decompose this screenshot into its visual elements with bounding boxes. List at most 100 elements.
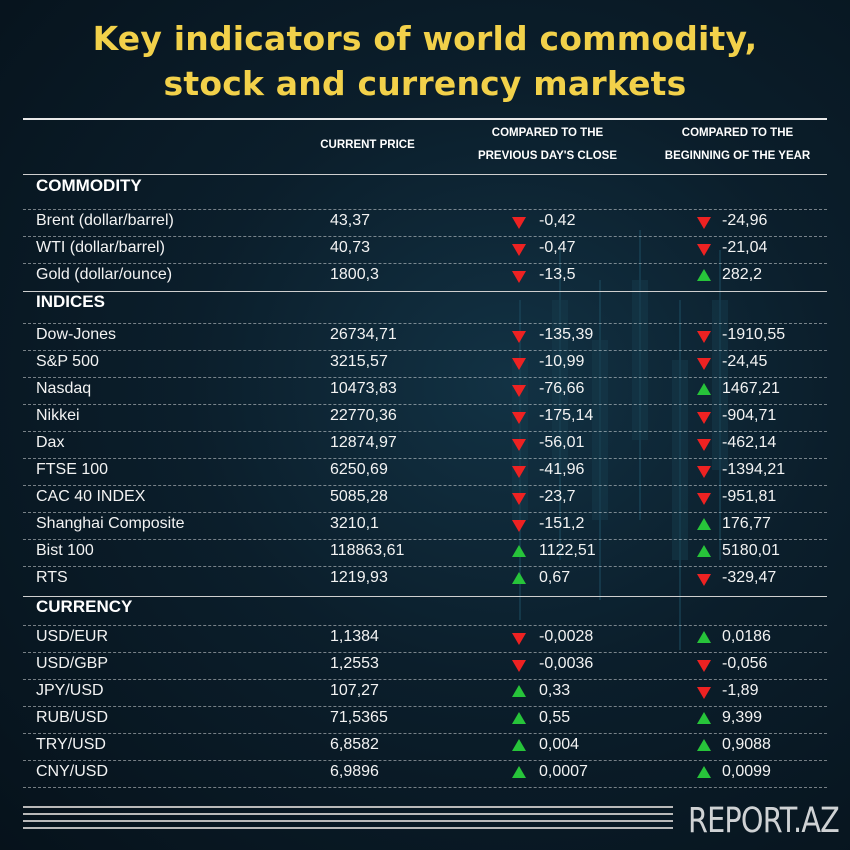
row-label: RTS bbox=[36, 569, 68, 586]
down-arrow-icon bbox=[512, 439, 526, 451]
row-change-previous-day: -135,39 bbox=[539, 326, 594, 343]
column-header-previous-day: COMPARED TO THE PREVIOUS DAY'S CLOSE bbox=[455, 122, 640, 168]
row-change-year-begin: -24,96 bbox=[722, 212, 768, 229]
down-arrow-icon bbox=[512, 493, 526, 505]
row-divider bbox=[23, 485, 827, 486]
up-arrow-icon bbox=[512, 766, 526, 778]
table-row: CAC 40 INDEX 5085,28 -23,7 -951,81 bbox=[23, 485, 827, 511]
up-arrow-icon bbox=[697, 545, 711, 557]
section-separator bbox=[23, 174, 827, 175]
row-divider bbox=[23, 263, 827, 264]
down-arrow-icon bbox=[512, 520, 526, 532]
up-arrow-icon bbox=[697, 518, 711, 530]
up-arrow-icon bbox=[697, 383, 711, 395]
row-change-previous-day: 0,004 bbox=[539, 736, 580, 753]
table-row: Gold (dollar/ounce) 1800,3 -13,5 282,2 bbox=[23, 263, 827, 289]
down-arrow-icon bbox=[697, 466, 711, 478]
row-change-year-begin: -951,81 bbox=[722, 488, 777, 505]
row-change-year-begin: -24,45 bbox=[722, 353, 768, 370]
row-label: USD/EUR bbox=[36, 628, 109, 645]
table-row: Shanghai Composite 3210,1 -151,2 176,77 bbox=[23, 512, 827, 538]
table-row: Bist 100 118863,61 1122,51 5180,01 bbox=[23, 539, 827, 565]
row-divider bbox=[23, 760, 827, 761]
table-row: RUB/USD 71,5365 0,55 9,399 bbox=[23, 706, 827, 732]
section-title-indices: INDICES bbox=[36, 292, 105, 311]
up-arrow-icon bbox=[512, 712, 526, 724]
up-arrow-icon bbox=[697, 631, 711, 643]
row-change-year-begin: 0,9088 bbox=[722, 736, 771, 753]
row-change-previous-day: -175,14 bbox=[539, 407, 594, 424]
up-arrow-icon bbox=[512, 685, 526, 697]
down-arrow-icon bbox=[512, 660, 526, 672]
down-arrow-icon bbox=[697, 412, 711, 424]
table-row: S&P 500 3215,57 -10,99 -24,45 bbox=[23, 350, 827, 376]
page-title: Key indicators of world commodity, stock… bbox=[0, 16, 850, 106]
row-current-price: 6250,69 bbox=[330, 461, 388, 478]
row-label: RUB/USD bbox=[36, 709, 109, 726]
row-divider bbox=[23, 733, 827, 734]
row-divider bbox=[23, 625, 827, 626]
row-change-year-begin: -21,04 bbox=[722, 239, 768, 256]
row-current-price: 12874,97 bbox=[330, 434, 397, 451]
table-row: Nikkei 22770,36 -175,14 -904,71 bbox=[23, 404, 827, 430]
down-arrow-icon bbox=[697, 660, 711, 672]
table-row: FTSE 100 6250,69 -41,96 -1394,21 bbox=[23, 458, 827, 484]
table-row: Dow-Jones 26734,71 -135,39 -1910,55 bbox=[23, 323, 827, 349]
row-change-previous-day: -41,96 bbox=[539, 461, 585, 478]
row-change-year-begin: 0,0186 bbox=[722, 628, 771, 645]
column-header-year-begin-line1: COMPARED TO THE bbox=[681, 127, 794, 139]
down-arrow-icon bbox=[512, 358, 526, 370]
column-header-year-begin-line2: BEGINNING OF THE YEAR bbox=[664, 150, 811, 162]
row-label: CAC 40 INDEX bbox=[36, 488, 146, 505]
row-label: Brent (dollar/barrel) bbox=[36, 212, 174, 229]
down-arrow-icon bbox=[512, 331, 526, 343]
brand-logo: REPORT.AZ bbox=[688, 801, 840, 841]
row-current-price: 3215,57 bbox=[330, 353, 388, 370]
section-title-currency: CURRENCY bbox=[36, 597, 133, 616]
row-divider bbox=[23, 566, 827, 567]
down-arrow-icon bbox=[697, 493, 711, 505]
row-divider bbox=[23, 431, 827, 432]
up-arrow-icon bbox=[697, 712, 711, 724]
down-arrow-icon bbox=[512, 244, 526, 256]
row-change-previous-day: -0,0028 bbox=[539, 628, 594, 645]
up-arrow-icon bbox=[512, 572, 526, 584]
down-arrow-icon bbox=[512, 633, 526, 645]
row-label: Bist 100 bbox=[36, 542, 94, 559]
row-change-year-begin: 1467,21 bbox=[722, 380, 780, 397]
up-arrow-icon bbox=[512, 545, 526, 557]
row-change-previous-day: -0,47 bbox=[539, 239, 576, 256]
row-current-price: 43,37 bbox=[330, 212, 371, 229]
row-current-price: 1,2553 bbox=[330, 655, 379, 672]
table-row: Nasdaq 10473,83 -76,66 1467,21 bbox=[23, 377, 827, 403]
up-arrow-icon bbox=[697, 739, 711, 751]
row-current-price: 3210,1 bbox=[330, 515, 379, 532]
row-current-price: 5085,28 bbox=[330, 488, 388, 505]
row-divider bbox=[23, 458, 827, 459]
row-change-year-begin: -904,71 bbox=[722, 407, 777, 424]
row-current-price: 6,9896 bbox=[330, 763, 379, 780]
row-divider bbox=[23, 706, 827, 707]
row-label: Dow-Jones bbox=[36, 326, 117, 343]
section-separator bbox=[23, 291, 827, 292]
section-title-commodity: COMMODITY bbox=[36, 176, 142, 195]
row-label: S&P 500 bbox=[36, 353, 99, 370]
row-change-year-begin: 9,399 bbox=[722, 709, 763, 726]
row-divider bbox=[23, 209, 827, 210]
row-current-price: 10473,83 bbox=[330, 380, 397, 397]
up-arrow-icon bbox=[697, 766, 711, 778]
title-line-2: stock and currency markets bbox=[163, 64, 687, 103]
row-current-price: 1800,3 bbox=[330, 266, 379, 283]
table-row: Brent (dollar/barrel) 43,37 -0,42 -24,96 bbox=[23, 209, 827, 235]
row-divider bbox=[23, 652, 827, 653]
row-change-year-begin: -1910,55 bbox=[722, 326, 786, 343]
row-change-year-begin: 5180,01 bbox=[722, 542, 780, 559]
row-change-previous-day: -151,2 bbox=[539, 515, 585, 532]
row-label: JPY/USD bbox=[36, 682, 104, 699]
row-current-price: 118863,61 bbox=[330, 542, 405, 559]
row-change-previous-day: 0,0007 bbox=[539, 763, 588, 780]
section-separator bbox=[23, 596, 827, 597]
table-row: USD/GBP 1,2553 -0,0036 -0,056 bbox=[23, 652, 827, 678]
down-arrow-icon bbox=[512, 271, 526, 283]
row-divider bbox=[23, 512, 827, 513]
